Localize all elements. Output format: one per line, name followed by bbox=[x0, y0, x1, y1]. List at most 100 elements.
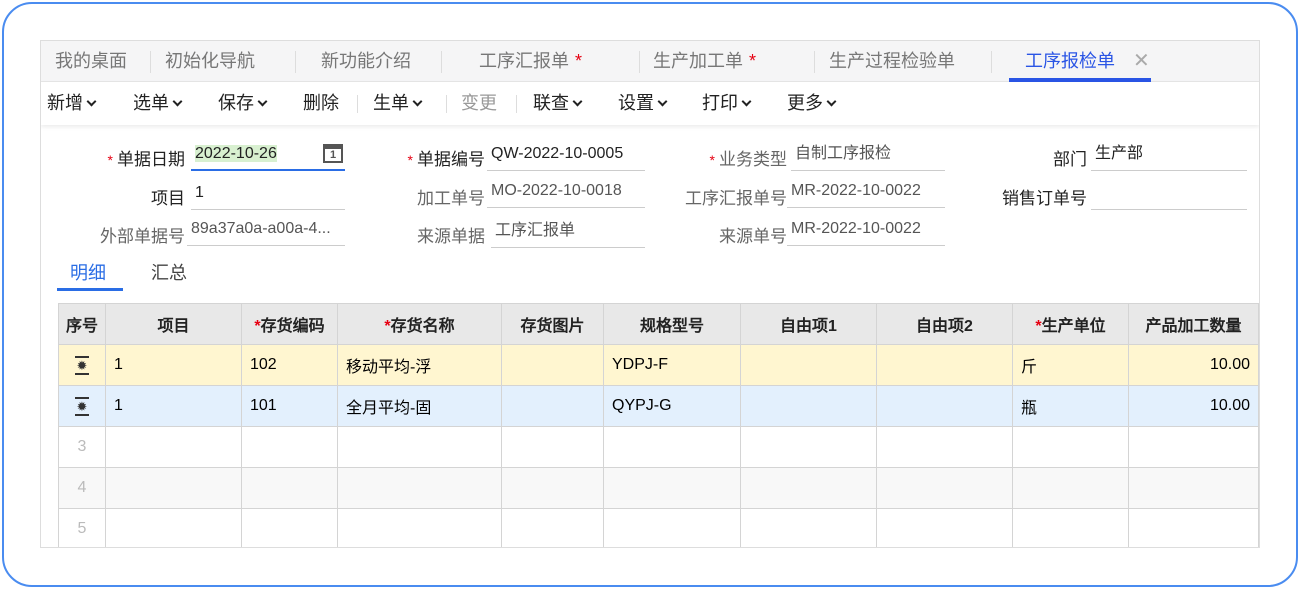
report-no-label: 工序汇报单号 bbox=[685, 189, 787, 208]
source-doc-label: 来源单据 bbox=[417, 227, 485, 246]
print-button[interactable]: 打印 bbox=[702, 82, 752, 124]
divider bbox=[814, 51, 815, 73]
source-doc-input[interactable]: 工序汇报单 bbox=[491, 218, 645, 248]
cell[interactable] bbox=[501, 508, 604, 547]
ext-no-input[interactable]: 89a37a0a-a00a-4... bbox=[187, 216, 345, 246]
cell[interactable] bbox=[501, 344, 604, 386]
cell[interactable]: QYPJ-G bbox=[603, 385, 741, 427]
cell[interactable] bbox=[1012, 426, 1129, 468]
row-number: 5 bbox=[58, 508, 106, 547]
save-button[interactable]: 保存 bbox=[218, 82, 268, 124]
table-row[interactable]: ✹ 1 101 全月平均-固 QYPJ-G 瓶 10.00 bbox=[58, 385, 1259, 427]
cell[interactable] bbox=[876, 467, 1013, 509]
tab-process-inspection[interactable]: 生产过程检验单 bbox=[829, 41, 955, 82]
cell[interactable]: 101 bbox=[241, 385, 338, 427]
mo-no-input[interactable]: MO-2022-10-0018 bbox=[487, 178, 645, 208]
cell[interactable] bbox=[337, 508, 502, 547]
cell[interactable] bbox=[337, 426, 502, 468]
change-button[interactable]: 变更 bbox=[461, 82, 497, 124]
cell[interactable] bbox=[105, 508, 242, 547]
project-input[interactable]: 1 bbox=[191, 180, 345, 210]
tab-process-report[interactable]: 工序汇报单 * bbox=[479, 41, 582, 82]
cell[interactable]: 1 bbox=[105, 385, 242, 427]
tab-process-inspection-request[interactable]: 工序报检单 bbox=[1009, 41, 1151, 82]
cell[interactable] bbox=[337, 467, 502, 509]
cell[interactable] bbox=[603, 508, 741, 547]
cell[interactable] bbox=[876, 508, 1013, 547]
cell[interactable] bbox=[603, 467, 741, 509]
cell[interactable] bbox=[241, 426, 338, 468]
more-button[interactable]: 更多 bbox=[787, 82, 837, 124]
table-row-empty[interactable]: 4 bbox=[58, 467, 1259, 509]
cell[interactable] bbox=[1012, 467, 1129, 509]
row-settings[interactable]: ✹ bbox=[58, 344, 106, 386]
sales-order-input[interactable] bbox=[1091, 180, 1247, 210]
cell[interactable] bbox=[740, 385, 877, 427]
source-no-input[interactable]: MR-2022-10-0022 bbox=[787, 216, 945, 246]
dept-label: 部门 bbox=[1053, 150, 1087, 169]
table-row[interactable]: ✹ 1 102 移动平均-浮 YDPJ-F 斤 10.00 bbox=[58, 344, 1259, 386]
cell[interactable] bbox=[740, 344, 877, 386]
delete-button[interactable]: 删除 bbox=[303, 82, 339, 124]
chevron-down-icon bbox=[657, 96, 668, 107]
cell[interactable]: YDPJ-F bbox=[603, 344, 741, 386]
generate-button[interactable]: 生单 bbox=[373, 82, 423, 124]
table-row-empty[interactable]: 5 bbox=[58, 508, 1259, 547]
biz-type-input[interactable]: 自制工序报检 bbox=[791, 141, 945, 171]
tab-new-features[interactable]: 新功能介绍 bbox=[321, 41, 411, 82]
cell[interactable] bbox=[740, 426, 877, 468]
settings-button[interactable]: 设置 bbox=[618, 82, 668, 124]
cell[interactable] bbox=[1128, 467, 1259, 509]
cell[interactable]: 斤 bbox=[1012, 344, 1129, 386]
row-settings[interactable]: ✹ bbox=[58, 385, 106, 427]
dept-input[interactable]: 生产部 bbox=[1091, 141, 1247, 171]
cell[interactable] bbox=[740, 508, 877, 547]
cell[interactable]: 全月平均-固 bbox=[337, 385, 502, 427]
cell[interactable]: 10.00 bbox=[1128, 385, 1259, 427]
col-spec: 规格型号 bbox=[603, 303, 741, 345]
tab-label: 新功能介绍 bbox=[321, 51, 411, 71]
cell[interactable] bbox=[876, 385, 1013, 427]
divider bbox=[150, 51, 151, 73]
cell[interactable] bbox=[501, 426, 604, 468]
cell[interactable]: 102 bbox=[241, 344, 338, 386]
cell[interactable] bbox=[1012, 508, 1129, 547]
tab-production-order[interactable]: 生产加工单 * bbox=[653, 41, 756, 82]
gear-icon[interactable]: ✹ bbox=[74, 396, 90, 416]
col-item-name: *存货名称 bbox=[337, 303, 502, 345]
tab-summary[interactable]: 汇总 bbox=[151, 263, 187, 283]
cell[interactable] bbox=[1128, 426, 1259, 468]
cell[interactable]: 1 bbox=[105, 344, 242, 386]
tab-detail[interactable]: 明细 bbox=[70, 263, 106, 283]
cell[interactable] bbox=[105, 426, 242, 468]
select-doc-button[interactable]: 选单 bbox=[133, 82, 183, 124]
doc-no-input[interactable]: QW-2022-10-0005 bbox=[487, 141, 645, 171]
cell[interactable] bbox=[876, 426, 1013, 468]
tab-init-nav[interactable]: 初始化导航 bbox=[165, 41, 255, 82]
cell[interactable] bbox=[105, 467, 242, 509]
table-row-empty[interactable]: 3 bbox=[58, 426, 1259, 468]
query-button[interactable]: 联查 bbox=[533, 82, 583, 124]
calendar-icon[interactable]: 1 bbox=[323, 144, 343, 163]
cell[interactable]: 10.00 bbox=[1128, 344, 1259, 386]
cell[interactable] bbox=[1128, 508, 1259, 547]
chevron-down-icon bbox=[741, 96, 752, 107]
cell[interactable] bbox=[241, 508, 338, 547]
cell[interactable]: 移动平均-浮 bbox=[337, 344, 502, 386]
tab-desktop[interactable]: 我的桌面 bbox=[55, 41, 127, 82]
ext-no-label: 外部单据号 bbox=[100, 227, 185, 246]
cell[interactable] bbox=[501, 467, 604, 509]
report-no-input[interactable]: MR-2022-10-0022 bbox=[787, 178, 945, 208]
cell[interactable] bbox=[740, 467, 877, 509]
cell[interactable]: 瓶 bbox=[1012, 385, 1129, 427]
chevron-down-icon bbox=[572, 96, 583, 107]
add-button[interactable]: 新增 bbox=[47, 82, 97, 124]
cell[interactable] bbox=[603, 426, 741, 468]
cell[interactable] bbox=[241, 467, 338, 509]
cell[interactable] bbox=[876, 344, 1013, 386]
close-icon[interactable]: ✕ bbox=[1133, 50, 1150, 72]
doc-date-input[interactable]: 2022-10-26 1 bbox=[191, 141, 345, 171]
cell[interactable] bbox=[501, 385, 604, 427]
gear-icon[interactable]: ✹ bbox=[74, 355, 90, 375]
